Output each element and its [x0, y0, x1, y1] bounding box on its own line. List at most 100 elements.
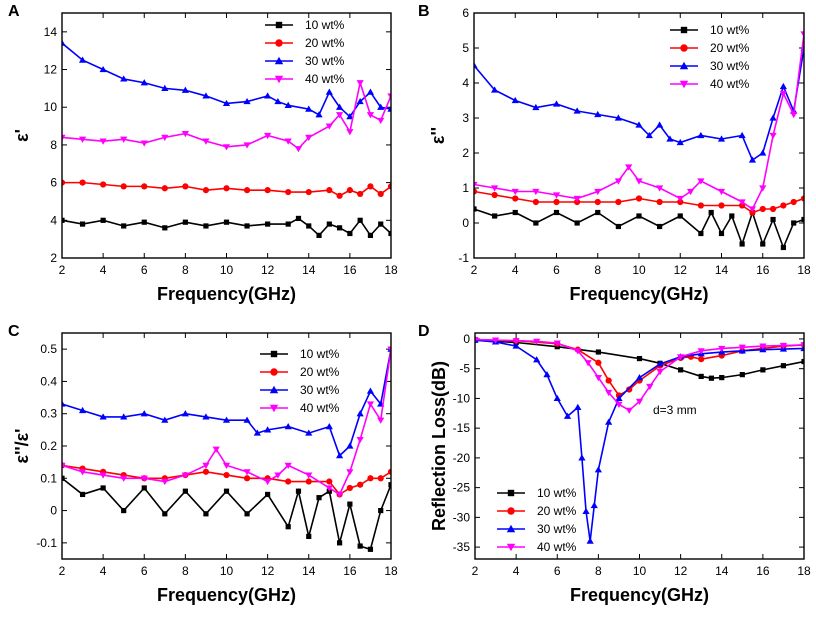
- y-tick-label: 4: [50, 213, 57, 227]
- x-axis-label: Frequency(GHz): [569, 284, 708, 304]
- data-point: [62, 475, 65, 481]
- legend-marker: [270, 368, 278, 376]
- data-point: [347, 230, 353, 237]
- data-point: [325, 423, 333, 430]
- legend-label: 10 wt%: [300, 347, 340, 361]
- data-point: [387, 468, 391, 475]
- data-point: [357, 481, 364, 488]
- data-point: [475, 336, 479, 344]
- data-point: [491, 86, 499, 93]
- x-tick-label: 4: [100, 564, 107, 578]
- series-line-4: [62, 79, 391, 150]
- data-point: [738, 344, 746, 351]
- data-point: [377, 117, 385, 125]
- y-tick-label: 0: [463, 332, 470, 346]
- y-tick-label: -15: [453, 421, 471, 435]
- x-tick-label: 8: [182, 564, 189, 578]
- x-tick-label: 2: [471, 263, 478, 277]
- data-point: [357, 543, 363, 549]
- plot-area: [62, 345, 391, 552]
- data-point: [335, 112, 344, 119]
- legend-label: 20 wt%: [300, 365, 340, 379]
- data-point: [553, 394, 561, 402]
- y-tick-label: -30: [453, 510, 471, 524]
- data-point: [635, 195, 643, 202]
- data-point: [223, 219, 230, 225]
- legend-label: 20 wt%: [537, 504, 577, 518]
- x-tick-label: 16: [756, 263, 770, 277]
- series-line-1: [475, 339, 804, 380]
- data-point: [366, 112, 375, 119]
- x-tick-label: 16: [756, 564, 770, 578]
- legend-marker: [274, 56, 284, 65]
- data-point: [222, 416, 231, 423]
- y-axis-label: Reflection Loss(dB): [429, 361, 449, 531]
- x-tick-label: 6: [554, 564, 561, 578]
- data-point: [78, 56, 87, 63]
- data-point: [222, 99, 231, 107]
- x-tick-label: 6: [553, 263, 560, 277]
- data-point: [595, 359, 602, 366]
- data-point: [748, 156, 757, 163]
- data-point: [140, 79, 148, 86]
- data-point: [801, 216, 804, 223]
- panel-label: B: [418, 3, 430, 20]
- data-point: [284, 138, 292, 145]
- data-point: [305, 472, 313, 479]
- data-point: [387, 93, 391, 100]
- data-point: [780, 202, 787, 209]
- data-point: [100, 217, 106, 223]
- data-point: [161, 185, 168, 192]
- data-point: [161, 84, 169, 91]
- data-point: [708, 375, 715, 381]
- data-point: [533, 220, 539, 226]
- data-point: [552, 192, 561, 199]
- data-point: [265, 221, 271, 227]
- data-point: [729, 213, 735, 219]
- data-point: [377, 103, 385, 110]
- data-point: [387, 346, 391, 353]
- y-axis-label: ε''/ε': [12, 429, 32, 464]
- data-point: [305, 188, 312, 196]
- legend-marker: [507, 507, 515, 515]
- series-line-2: [475, 338, 804, 397]
- data-point: [335, 491, 344, 499]
- data-point: [264, 187, 271, 194]
- series-line-1: [62, 477, 391, 551]
- data-point: [346, 129, 354, 136]
- data-point: [162, 225, 168, 231]
- data-point: [79, 221, 86, 227]
- y-tick-label: -25: [453, 481, 471, 495]
- data-point: [181, 410, 189, 417]
- data-point: [769, 205, 777, 213]
- data-point: [605, 418, 613, 425]
- legend-label: 10 wt%: [537, 486, 577, 500]
- data-point: [120, 183, 127, 190]
- data-point: [243, 469, 251, 476]
- data-point: [367, 546, 374, 552]
- data-point: [574, 348, 582, 355]
- data-point: [512, 338, 520, 345]
- y-tick-label: 5: [462, 41, 469, 55]
- data-point: [315, 111, 323, 118]
- data-point: [285, 221, 291, 227]
- data-point: [635, 398, 644, 405]
- data-point: [739, 241, 745, 247]
- data-point: [698, 373, 704, 380]
- data-point: [141, 219, 147, 225]
- chart-panel-b: B2 4 6 8 10 12 14 16 18-10123456Frequency(GHz)ε'…: [418, 3, 811, 304]
- data-point: [635, 178, 643, 185]
- x-tick-label: 10: [220, 263, 234, 277]
- data-point: [656, 369, 664, 376]
- x-tick-label: 14: [715, 263, 729, 277]
- data-point: [387, 105, 391, 112]
- data-point: [759, 185, 767, 192]
- data-point: [325, 123, 333, 130]
- data-point: [718, 230, 725, 237]
- data-point: [759, 149, 767, 156]
- data-point: [284, 462, 292, 469]
- legend-marker: [270, 350, 278, 358]
- data-point: [243, 416, 251, 423]
- data-point: [769, 132, 777, 140]
- data-point: [244, 511, 250, 517]
